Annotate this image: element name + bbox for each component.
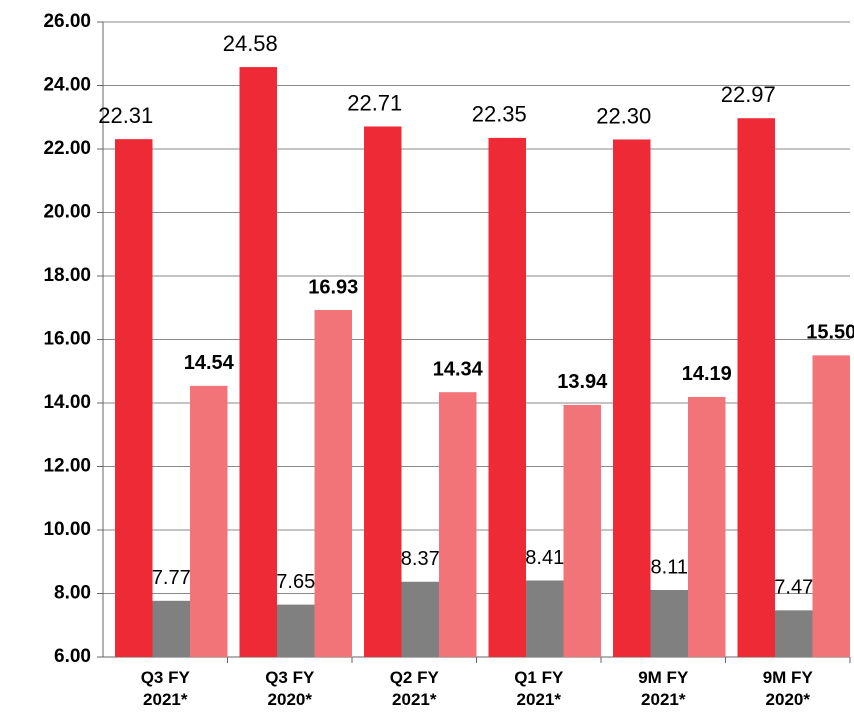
data-label: 7.77 — [152, 567, 191, 589]
bar — [650, 590, 688, 657]
data-label: 15.50 — [806, 322, 854, 344]
bar — [563, 404, 601, 657]
data-label: 8.37 — [401, 548, 440, 570]
bar — [190, 385, 228, 657]
y-tick-label: 8.00 — [54, 583, 91, 604]
y-tick-label: 12.00 — [43, 456, 91, 477]
x-tick-label: Q3 FY 2021* — [140, 668, 190, 709]
data-label: 14.54 — [184, 352, 235, 374]
data-label: 13.94 — [557, 371, 608, 393]
bar — [613, 139, 651, 658]
y-tick-label: 6.00 — [54, 646, 91, 667]
x-tick-label: Q3 FY 2020* — [265, 668, 315, 709]
bar — [439, 392, 477, 657]
bar — [314, 309, 352, 657]
bar — [401, 581, 439, 657]
x-tick-label: 9M FY 2021* — [638, 668, 689, 709]
data-label: 7.47 — [774, 577, 813, 599]
bar — [239, 67, 277, 657]
data-label: 14.19 — [682, 363, 732, 385]
y-tick-label: 24.00 — [43, 75, 91, 96]
data-label: 16.93 — [308, 276, 358, 298]
y-tick-label: 16.00 — [43, 329, 91, 350]
data-label: 22.97 — [721, 82, 776, 107]
data-label: 22.35 — [472, 102, 527, 127]
bar — [688, 396, 726, 657]
data-label: 24.58 — [223, 31, 278, 56]
bar — [277, 604, 315, 657]
bar — [488, 137, 526, 657]
data-label: 22.30 — [596, 103, 651, 128]
x-tick-label: 9M FY 2020* — [762, 668, 813, 709]
y-tick-label: 20.00 — [43, 202, 91, 223]
x-tick-label: Q2 FY 2021* — [389, 668, 439, 709]
data-label: 7.65 — [276, 571, 315, 593]
data-label: 8.11 — [651, 556, 688, 578]
bar — [364, 126, 402, 657]
data-label: 8.41 — [525, 547, 564, 569]
bar — [115, 139, 153, 658]
bar — [152, 600, 190, 657]
bar — [737, 118, 775, 657]
y-tick-label: 14.00 — [43, 392, 91, 413]
y-tick-label: 22.00 — [43, 138, 91, 159]
data-label: 14.34 — [433, 358, 484, 380]
bar — [526, 580, 564, 657]
bar — [775, 610, 813, 657]
y-tick-label: 18.00 — [43, 265, 91, 286]
y-tick-label: 26.00 — [43, 11, 91, 32]
data-label: 22.71 — [347, 90, 402, 115]
data-label: 22.31 — [98, 103, 153, 128]
y-tick-label: 10.00 — [43, 519, 91, 540]
x-tick-label: Q1 FY 2021* — [514, 668, 564, 709]
bar — [812, 355, 850, 657]
